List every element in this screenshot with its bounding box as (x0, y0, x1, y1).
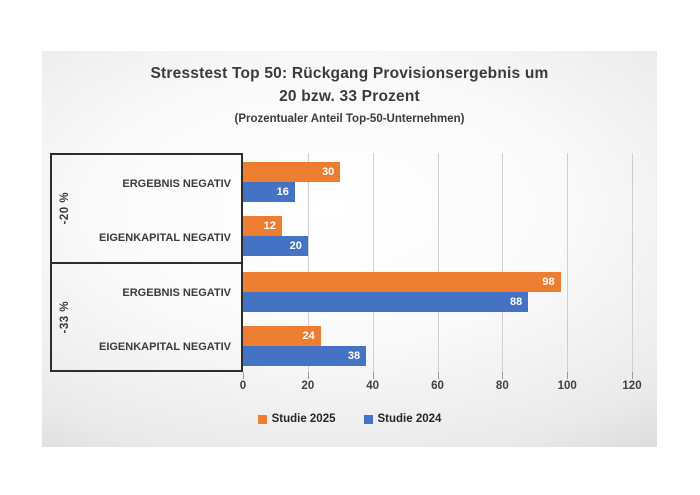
bar-value-label: 98 (542, 275, 555, 288)
x-axis-label: 40 (366, 380, 380, 392)
bar-value-label: 88 (510, 295, 523, 308)
legend-label: Studie 2025 (271, 413, 336, 425)
bar-value-label: 24 (302, 329, 315, 342)
bar-studie-2024: 16 (243, 182, 295, 202)
bar-value-label: 20 (289, 240, 302, 252)
bar-value-label: 12 (263, 220, 276, 232)
axis-tick (243, 372, 244, 379)
bar-studie-2025: 30 (243, 162, 341, 182)
gridline (372, 153, 374, 372)
x-axis-label: 120 (622, 380, 642, 392)
legend-swatch (363, 414, 373, 424)
legend: Studie 2025 Studie 2024 (42, 413, 657, 425)
axis-tick (372, 372, 374, 379)
bar-value-label: 38 (347, 349, 361, 362)
category-label: EIGENKAPITAL NEGATIV (98, 232, 231, 244)
legend-item: Studie 2025 (257, 413, 336, 425)
gridline (307, 153, 309, 372)
legend-label: Studie 2024 (377, 413, 442, 425)
axis-tick (437, 372, 439, 379)
chart-panel: Stresstest Top 50: Rückgang Provisionser… (42, 51, 657, 447)
x-axis-label: 80 (495, 380, 509, 392)
bar-studie-2024: 20 (243, 236, 308, 256)
bar-studie-2024: 38 (243, 345, 367, 366)
axis-tick (567, 372, 569, 379)
bar-studie-2025: 98 (243, 271, 561, 292)
chart-subtitle: (Prozentualer Anteil Top-50-Unternehmen) (234, 113, 465, 125)
x-axis-label: 100 (557, 380, 577, 392)
category-label: ERGEBNIS NEGATIV (122, 178, 231, 190)
group-section: -33 % ERGEBNIS NEGATIV EIGENKAPITAL NEGATI… (52, 261, 241, 371)
gridline (437, 153, 439, 372)
category-axis-box: -20 % ERGEBNIS NEGATIV EIGENKAPITAL NEGATI… (50, 153, 243, 372)
axis-tick (632, 372, 633, 379)
chart-title-line-2: 20 bzw. 33 Prozent (279, 88, 420, 105)
axis-tick (307, 372, 309, 379)
x-axis-label: 60 (431, 380, 444, 392)
legend-swatch (257, 414, 267, 424)
x-axis-label: 0 (239, 380, 247, 392)
plot-area: 0 20 40 60 80 100 120 30 16 12 20 98 88 24 38 (240, 153, 642, 392)
bar-studie-2025: 12 (243, 216, 282, 236)
gridline (567, 153, 569, 372)
bar-studie-2025: 24 (243, 325, 321, 346)
axis-tick (502, 372, 504, 379)
bar-value-label: 16 (276, 186, 289, 198)
gridline (502, 153, 504, 372)
chart-title-block: Stresstest Top 50: Rückgang Provisionser… (42, 62, 657, 128)
group-section: -20 % ERGEBNIS NEGATIV EIGENKAPITAL NEGATI… (52, 155, 241, 262)
legend-item: Studie 2024 (363, 413, 442, 425)
chart-title-line-1: Stresstest Top 50: Rückgang Provisionser… (150, 65, 549, 82)
bar-studie-2024: 88 (243, 291, 529, 312)
category-label: EIGENKAPITAL NEGATIV (98, 340, 231, 353)
group-axis-label: -20 % (59, 191, 71, 225)
bar-value-label: 30 (322, 166, 335, 178)
group-axis-label: -33 % (59, 300, 71, 334)
category-label: ERGEBNIS NEGATIV (122, 286, 231, 299)
gridline (632, 153, 633, 372)
x-axis-label: 20 (301, 380, 315, 392)
